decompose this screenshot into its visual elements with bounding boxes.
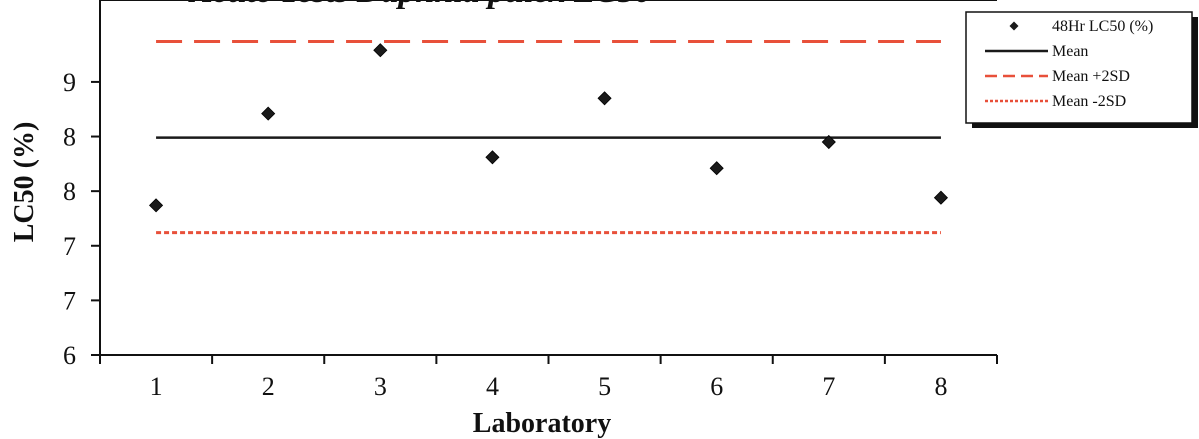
data-point	[597, 91, 612, 106]
legend-marker-diamond	[1009, 21, 1019, 31]
y-axis-ticks: 6 7 7 8 8 9	[63, 68, 100, 370]
legend: 48Hr LC50 (%) Mean Mean +2SD Mean -2SD	[965, 11, 1198, 128]
y-tick-label: 8	[63, 123, 76, 152]
y-tick-label: 7	[63, 286, 76, 315]
data-point	[148, 198, 164, 213]
y-tick-label: 6	[63, 341, 76, 370]
data-point	[933, 190, 949, 205]
x-axis-title: Laboratory	[473, 408, 611, 439]
y-axis-title: LC50 (%)	[9, 122, 40, 243]
legend-label: Mean +2SD	[1052, 68, 1130, 85]
data-point	[485, 150, 500, 165]
y-tick-label: 8	[63, 177, 76, 206]
plot-area	[148, 40, 949, 235]
x-tick-label: 6	[710, 372, 723, 401]
legend-box	[965, 11, 1193, 124]
data-point	[709, 161, 724, 176]
data-point	[821, 134, 836, 150]
legend-label: Mean	[1052, 43, 1088, 60]
x-tick-label: 5	[598, 372, 611, 401]
legend-label: 48Hr LC50 (%)	[1052, 18, 1153, 35]
x-tick-label: 4	[486, 372, 499, 401]
x-axis-ticks: 1 2 3 4 5 6 7 8	[99, 355, 998, 401]
x-tick-label: 1	[150, 372, 163, 401]
x-tick-label: 8	[934, 372, 947, 401]
y-tick-label: 7	[63, 232, 76, 261]
legend-items: 48Hr LC50 (%) Mean Mean +2SD Mean -2SD	[985, 18, 1153, 110]
x-tick-label: 3	[374, 372, 387, 401]
data-point	[373, 43, 388, 58]
x-tick-label: 2	[262, 372, 275, 401]
legend-label: Mean -2SD	[1052, 93, 1126, 110]
chart-title: Acute Tests Daphnia pulex LC50	[188, 0, 652, 10]
data-point	[261, 106, 276, 121]
y-tick-label: 9	[63, 68, 76, 97]
x-tick-label: 7	[822, 372, 835, 401]
